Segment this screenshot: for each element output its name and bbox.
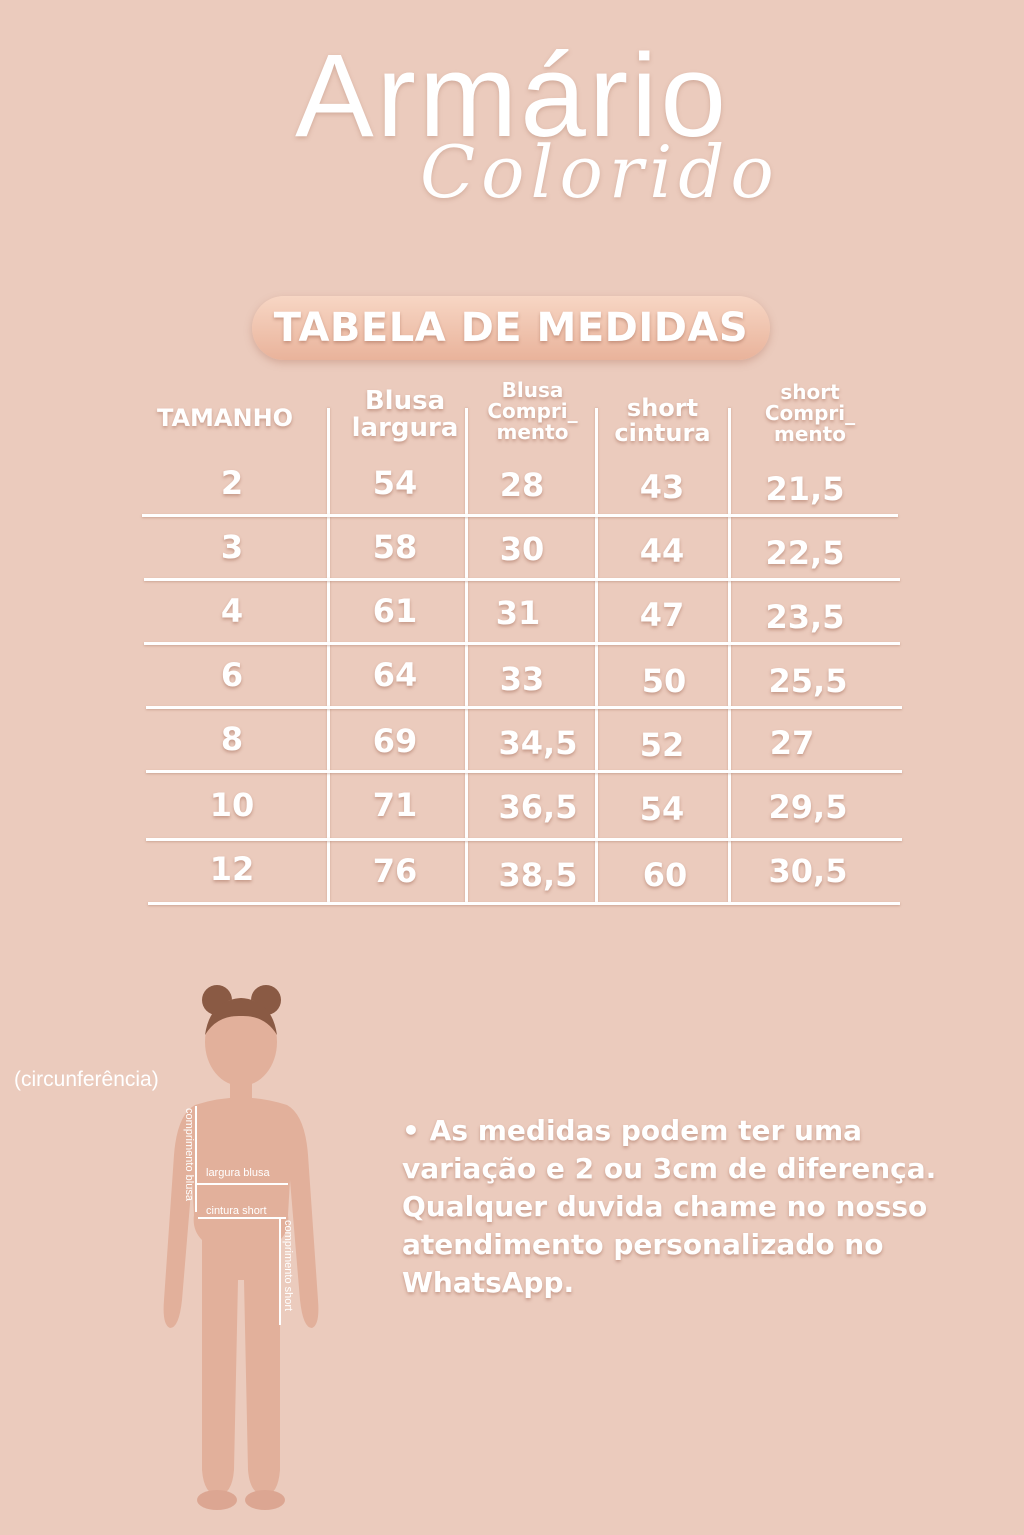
table-cell: 27	[769, 724, 815, 762]
header-blusa-comprimento-line3: mento	[496, 420, 569, 444]
table-cell: 58	[372, 528, 418, 566]
table-row-line-2	[144, 578, 900, 581]
table-divider-1	[327, 408, 330, 902]
table-cell: 60	[642, 856, 688, 894]
table-cell: 76	[372, 852, 418, 890]
foot-right	[245, 1490, 285, 1510]
label-comprimento-blusa: comprimento blusa	[183, 1108, 195, 1202]
table-cell: 36,5	[498, 788, 578, 826]
table-cell: 44	[639, 532, 685, 570]
table-row-line-1	[142, 514, 898, 517]
table-cell: 47	[639, 596, 685, 634]
circumference-label: (circunferência)	[14, 1068, 159, 1091]
table-cell: 31	[495, 594, 541, 632]
table-cell: 30	[499, 530, 545, 568]
brand-name-main: Armário	[294, 30, 730, 162]
table-row-line-7	[148, 902, 900, 905]
table-cell: 8	[220, 720, 244, 758]
table-cell: 22,5	[765, 534, 845, 572]
header-short-comprimento-line2: Compri_	[764, 401, 856, 425]
header-short-comprimento-line3: mento	[774, 422, 846, 446]
table-cell: 23,5	[765, 598, 845, 636]
table-cell: 33	[499, 660, 545, 698]
table-cell: 4	[220, 592, 244, 630]
header-short-cintura: short cintura	[600, 394, 725, 448]
table-cell: 34,5	[498, 724, 578, 762]
table-divider-2	[465, 408, 468, 904]
header-size: TAMANHO	[156, 404, 294, 432]
label-largura-blusa: largura blusa	[206, 1167, 270, 1179]
table-cell: 61	[372, 592, 418, 630]
table-cell: 12	[209, 850, 255, 888]
child-figure-illustration: comprimento blusa largura blusa cintura …	[163, 985, 319, 1510]
header-blusa-largura-line1: Blusa	[364, 386, 446, 416]
table-cell: 10	[209, 786, 255, 824]
header-blusa-comprimento-line2: Compri_	[487, 399, 578, 423]
table-cell: 2	[220, 464, 244, 502]
label-cintura-short: cintura short	[206, 1205, 267, 1217]
header-short-cintura-line1: short	[626, 394, 699, 422]
neck-shape	[230, 1080, 252, 1102]
header-short-comprimento: short Compri_ mento	[745, 382, 875, 445]
header-blusa-comprimento-line1: Blusa	[501, 378, 564, 402]
table-cell: 38,5	[498, 856, 578, 894]
table-cell: 71	[372, 786, 418, 824]
table-cell: 43	[639, 468, 685, 506]
table-row-line-6	[146, 838, 902, 841]
table-cell: 54	[639, 790, 685, 828]
label-comprimento-short: comprimento short	[282, 1220, 294, 1311]
header-short-comprimento-line1: short	[780, 380, 840, 404]
header-blusa-comprimento: Blusa Compri_ mento	[470, 380, 595, 443]
brand-name-script: Colorido	[420, 130, 780, 214]
table-row-line-3	[144, 642, 900, 645]
table-cell: 64	[372, 656, 418, 694]
header-blusa-largura: Blusa largura	[340, 386, 470, 444]
table-divider-3	[595, 408, 598, 902]
body-shape	[163, 1097, 319, 1495]
table-cell: 30,5	[768, 852, 848, 890]
table-cell: 69	[372, 722, 418, 760]
table-cell: 3	[220, 528, 244, 566]
page-title: TABELA DE MEDIDAS	[252, 296, 770, 360]
table-cell: 6	[220, 656, 244, 694]
header-blusa-largura-line2: largura	[351, 413, 459, 444]
table-row-line-5	[146, 770, 902, 773]
head-shape	[205, 998, 277, 1086]
foot-left	[197, 1490, 237, 1510]
table-row-line-4	[146, 706, 902, 709]
table-cell: 25,5	[768, 662, 848, 700]
table-cell: 28	[499, 466, 545, 504]
table-divider-4	[728, 408, 731, 902]
table-cell: 50	[641, 662, 687, 700]
table-cell: 52	[639, 726, 685, 764]
measurement-note: • As medidas podem ter uma variação e 2 …	[402, 1114, 937, 1299]
hair-icon	[205, 998, 277, 1035]
table-cell: 29,5	[768, 788, 848, 826]
table-cell: 54	[372, 464, 418, 502]
table-cell: 21,5	[765, 470, 845, 508]
header-short-cintura-line2: cintura	[614, 419, 711, 448]
